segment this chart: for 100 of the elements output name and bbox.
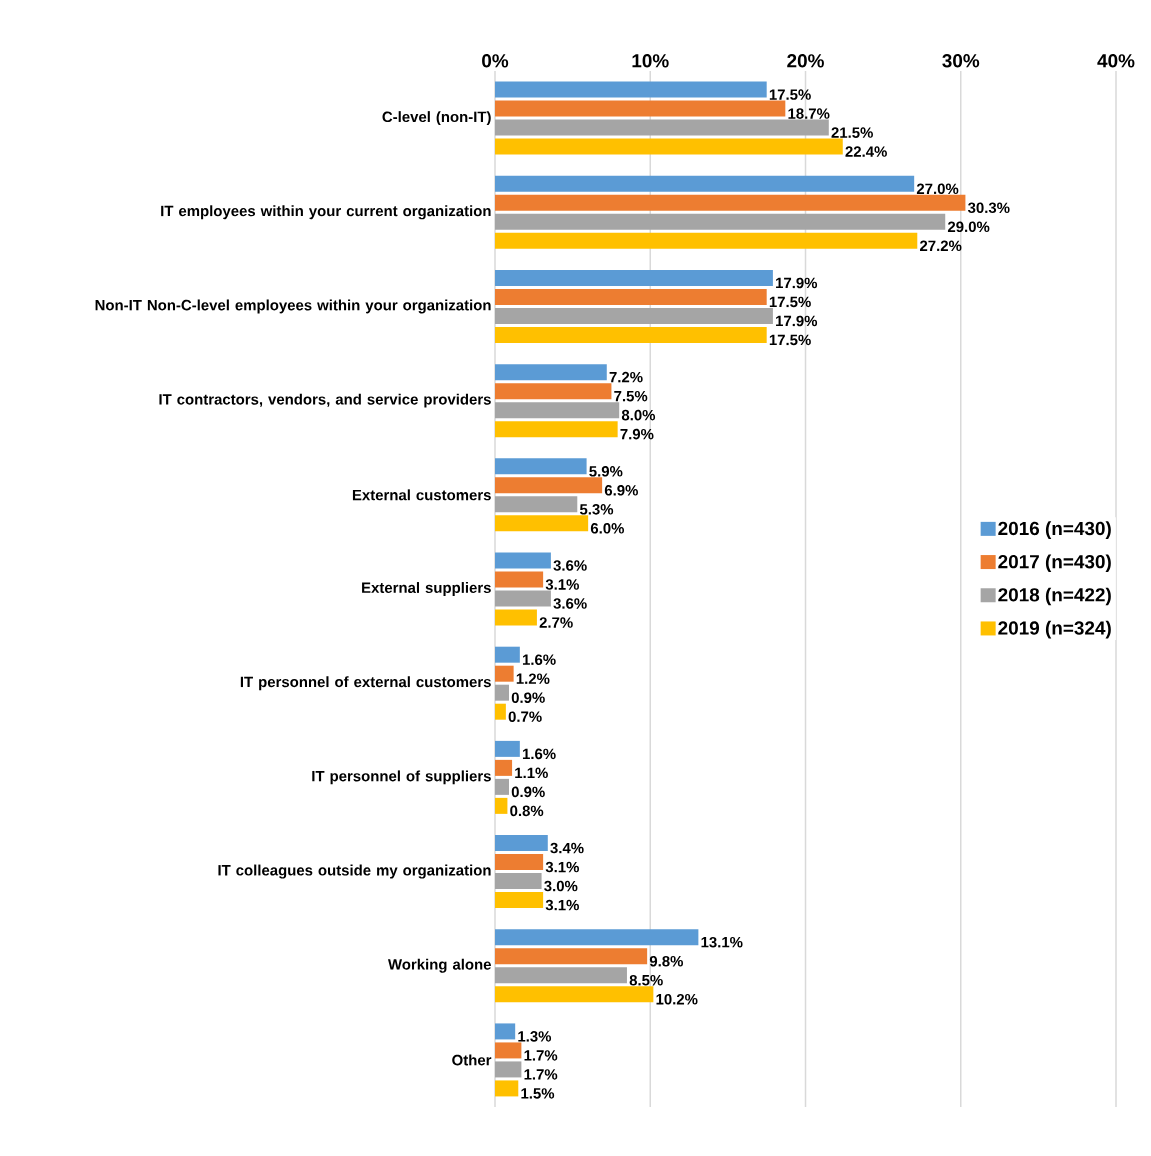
data-label: 3.4% <box>550 842 584 854</box>
bar <box>495 1080 519 1097</box>
bar <box>495 552 551 569</box>
data-label: 7.2% <box>609 371 643 383</box>
data-label: 8.0% <box>621 409 656 421</box>
y-tick-label: IT colleagues outside my organization <box>218 864 491 879</box>
legend-label: 2019 (n=324) <box>998 620 1111 639</box>
bar <box>495 383 612 400</box>
bar <box>495 967 627 984</box>
data-label: 7.9% <box>620 428 654 440</box>
bar <box>495 873 542 890</box>
bar <box>495 1061 522 1078</box>
data-label: 6.0% <box>590 523 625 534</box>
data-label: 1.6% <box>522 654 556 665</box>
data-label: 17.9% <box>776 277 818 289</box>
bar <box>495 571 544 588</box>
x-tick-label: 30% <box>942 54 980 68</box>
x-tick-label: 40% <box>1097 54 1135 68</box>
bar <box>495 778 509 795</box>
bar <box>495 759 513 776</box>
bar <box>495 797 508 814</box>
data-label: 3.6% <box>553 560 587 571</box>
data-label: 7.5% <box>614 390 648 402</box>
bar <box>495 609 537 626</box>
bar <box>495 326 767 343</box>
legend-label: 2017 (n=430) <box>998 554 1111 573</box>
y-tick-label: IT contractors, vendors, and service providers <box>159 393 491 408</box>
bar <box>495 665 514 682</box>
bar <box>495 986 654 1003</box>
data-label: 27.2% <box>920 240 962 252</box>
bar <box>495 194 966 211</box>
data-label: 1.6% <box>522 748 556 760</box>
y-tick-label: C-level (non-IT) <box>382 111 491 126</box>
data-label: 17.9% <box>776 315 818 327</box>
bar <box>495 948 648 965</box>
data-label: 0.9% <box>511 786 545 798</box>
bar <box>495 929 699 946</box>
data-label: 13.1% <box>701 936 743 948</box>
bar <box>495 703 506 720</box>
bar <box>495 364 607 381</box>
y-tick-label: External suppliers <box>362 582 491 596</box>
bar <box>495 496 578 513</box>
bar <box>495 119 829 136</box>
data-label: 3.1% <box>545 899 579 911</box>
bar <box>495 288 767 305</box>
data-label: 6.9% <box>604 485 638 496</box>
x-tick-label: 0% <box>482 54 509 68</box>
x-tick-label: 20% <box>787 54 824 68</box>
data-label: 17.5% <box>769 89 811 100</box>
data-label: 30.3% <box>967 202 1010 214</box>
data-label: 9.8% <box>649 955 684 967</box>
data-label: 0.8% <box>510 805 544 817</box>
bar <box>495 892 544 909</box>
y-tick-label: Working alone <box>387 958 491 973</box>
y-tick-label: IT personnel of suppliers <box>312 770 491 785</box>
data-label: 5.3% <box>579 504 614 515</box>
bar <box>495 740 520 757</box>
bar <box>495 835 548 852</box>
y-tick-label: IT personnel of external customers <box>240 676 491 691</box>
bar <box>495 421 618 438</box>
data-label: 22.4% <box>845 146 887 157</box>
bar <box>495 477 603 494</box>
data-label: 5.9% <box>589 466 623 477</box>
data-label: 18.7% <box>788 108 830 119</box>
bar <box>495 213 946 230</box>
y-tick-label: Non-IT Non-C-level employees within your organization <box>95 299 491 314</box>
y-tick-label: Other <box>452 1054 492 1066</box>
data-label: 3.0% <box>544 880 578 892</box>
data-label: 0.9% <box>511 692 545 703</box>
data-label: 3.6% <box>553 598 587 609</box>
data-label: 1.5% <box>521 1088 555 1099</box>
data-label: 1.3% <box>518 1031 552 1042</box>
data-label: 1.7% <box>524 1069 558 1080</box>
bar <box>495 269 773 286</box>
bar <box>495 458 587 475</box>
data-label: 10.2% <box>656 993 698 1005</box>
data-label: 1.1% <box>515 767 548 779</box>
data-label: 27.0% <box>916 183 959 195</box>
data-label: 8.5% <box>629 974 663 986</box>
y-tick-label: External customers <box>352 489 491 501</box>
bar <box>495 684 509 701</box>
bar <box>495 402 620 419</box>
legend-label: 2016 (n=430) <box>998 521 1111 539</box>
data-label: 3.1% <box>545 861 579 873</box>
bar <box>495 175 915 192</box>
bar <box>495 100 786 117</box>
bar <box>495 1042 522 1059</box>
x-tick-label: 10% <box>632 54 669 68</box>
data-label: 17.5% <box>769 296 811 308</box>
bar <box>495 515 589 532</box>
bar <box>495 854 544 871</box>
data-label: 17.5% <box>769 334 811 346</box>
y-tick-label: IT employees within your current organization <box>161 205 491 220</box>
bar <box>495 307 773 324</box>
bar <box>495 138 843 155</box>
data-label: 3.1% <box>545 579 579 590</box>
legend-label: 2018 (n=422) <box>998 587 1111 606</box>
data-label: 21.5% <box>831 127 873 138</box>
bar <box>495 81 767 98</box>
bar <box>495 232 918 249</box>
